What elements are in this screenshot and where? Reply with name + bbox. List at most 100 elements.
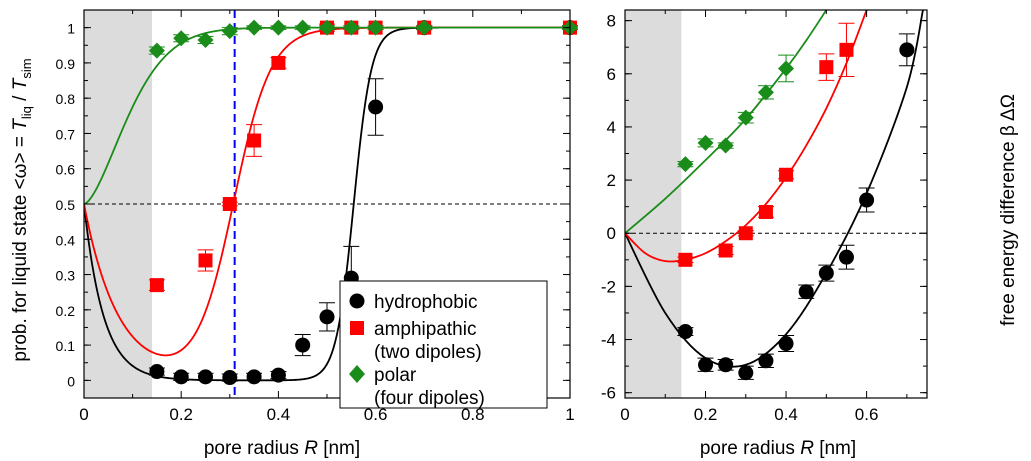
y-tick-label: -2 bbox=[601, 277, 616, 296]
y-tick-label: 0.8 bbox=[56, 91, 76, 107]
data-point-hydrophobic bbox=[270, 367, 286, 383]
y-tick-label: 6 bbox=[607, 65, 616, 84]
data-point-hydrophobic bbox=[758, 353, 774, 369]
y-tick-label: 0 bbox=[67, 373, 75, 389]
data-point-amphipathic bbox=[198, 253, 213, 268]
data-point-amphipathic bbox=[222, 197, 237, 211]
data-point-polar bbox=[778, 60, 795, 77]
data-point-polar bbox=[148, 42, 165, 59]
x-tick-label: 0.4 bbox=[774, 405, 798, 424]
x-tick-label: 0.4 bbox=[267, 405, 291, 424]
data-point-hydrophobic bbox=[838, 249, 854, 265]
left-x-axis-label: pore radius R [nm] bbox=[204, 438, 360, 459]
data-point-polar bbox=[270, 19, 287, 36]
axis-ticks: 0 0.2 0.4 0.6 0.8 1 0 0.1 0.2 0.3 0.4 0.5 0.6 0.7 0.8 0… bbox=[56, 10, 575, 424]
legend-label-polar-line2: (four dipoles) bbox=[374, 388, 485, 409]
data-point-hydrophobic bbox=[173, 369, 189, 385]
data-point-polar bbox=[173, 30, 190, 47]
x-tick-label: 0 bbox=[620, 405, 629, 424]
legend-box bbox=[339, 280, 548, 409]
data-point-polar bbox=[677, 156, 694, 173]
x-tick-label: 0.2 bbox=[694, 405, 718, 424]
data-point-amphipathic bbox=[149, 278, 164, 293]
data-point-hydrophobic bbox=[295, 337, 311, 353]
data-point-hydrophobic bbox=[818, 265, 834, 281]
y-tick-label: -6 bbox=[601, 384, 616, 403]
x-tick-label: 0.8 bbox=[461, 405, 485, 424]
right-y-axis-label: free energy difference β ΔΩ bbox=[998, 94, 1019, 326]
y-tick-label: 4 bbox=[607, 118, 616, 137]
y-tick-label: 1 bbox=[67, 21, 75, 37]
data-point-polar bbox=[717, 137, 734, 154]
series-amphipathic bbox=[148, 20, 578, 293]
data-point-polar bbox=[757, 84, 774, 101]
data-point-polar bbox=[367, 19, 384, 36]
data-point-polar bbox=[197, 31, 214, 48]
y-tick-label: 0.9 bbox=[56, 56, 76, 72]
data-point-polar bbox=[343, 19, 360, 36]
right-x-axis-label: pore radius R [nm] bbox=[700, 438, 856, 459]
data-point-amphipathic bbox=[678, 252, 693, 267]
series-hydrophobic bbox=[677, 33, 915, 381]
series-polar bbox=[148, 19, 578, 59]
data-point-hydrophobic bbox=[899, 42, 915, 58]
data-point-hydrophobic bbox=[738, 365, 754, 381]
data-point-polar bbox=[737, 109, 754, 126]
x-tick-label: 0.2 bbox=[169, 405, 193, 424]
y-tick-label: 0.5 bbox=[56, 197, 76, 213]
data-point-polar bbox=[697, 134, 714, 151]
excluded-region bbox=[625, 10, 682, 398]
data-point-hydrophobic bbox=[319, 309, 335, 325]
data-point-hydrophobic bbox=[859, 192, 875, 208]
fit-curve-hydrophobic bbox=[625, 10, 924, 368]
x-tick-label: 0.6 bbox=[855, 405, 879, 424]
x-tick-label: 0 bbox=[79, 405, 88, 424]
y-tick-label: -4 bbox=[601, 331, 616, 350]
plot-frame bbox=[624, 9, 928, 399]
legend-label-amphipathic-line2: (two dipoles) bbox=[374, 342, 482, 363]
data-point-hydrophobic bbox=[798, 284, 814, 300]
data-point-hydrophobic bbox=[778, 336, 794, 352]
data-point-hydrophobic bbox=[246, 369, 262, 385]
y-tick-label: 0.4 bbox=[56, 232, 76, 248]
data-point-amphipathic bbox=[819, 60, 834, 75]
y-tick-label: 2 bbox=[607, 171, 616, 190]
data-point-polar bbox=[294, 19, 311, 36]
data-point-amphipathic bbox=[839, 42, 854, 57]
legend-marker-amphipathic bbox=[350, 321, 364, 335]
data-point-polar bbox=[319, 19, 335, 36]
data-point-hydrophobic bbox=[718, 357, 734, 373]
data-point-hydrophobic bbox=[677, 324, 693, 340]
series-polar bbox=[677, 54, 795, 173]
data-point-amphipathic bbox=[779, 167, 794, 182]
y-tick-label: 0.6 bbox=[56, 162, 76, 178]
data-point-hydrophobic bbox=[368, 99, 384, 115]
legend-label-amphipathic: amphipathic bbox=[374, 319, 476, 340]
x-tick-label: 1 bbox=[565, 405, 574, 424]
legend-label-polar: polar bbox=[374, 365, 417, 386]
right-chart: 0 0.2 0.4 0.6 -6 -4 -2 0 2 4 6 8 bbox=[601, 9, 928, 424]
legend-label-hydrophobic: hydrophobic bbox=[374, 292, 478, 313]
left-y-axis-label: prob. for liquid state <ω> = Tliq / Tsim bbox=[10, 58, 34, 361]
axis-ticks: 0 0.2 0.4 0.6 -6 -4 -2 0 2 4 6 8 bbox=[601, 10, 927, 424]
y-tick-label: 0.2 bbox=[56, 303, 76, 319]
fit-curve-amphipathic bbox=[625, 10, 868, 263]
data-point-hydrophobic bbox=[149, 364, 165, 380]
data-point-amphipathic bbox=[247, 133, 262, 148]
data-point-polar bbox=[416, 19, 433, 36]
x-tick-label: 0.6 bbox=[364, 405, 388, 424]
data-point-hydrophobic bbox=[698, 357, 714, 373]
legend-marker-polar bbox=[349, 365, 365, 383]
data-point-amphipathic bbox=[271, 55, 286, 70]
data-point-polar bbox=[221, 23, 238, 40]
data-point-amphipathic bbox=[718, 243, 733, 258]
y-tick-label: 8 bbox=[607, 12, 616, 31]
y-tick-label: 0.1 bbox=[56, 338, 76, 354]
data-point-amphipathic bbox=[758, 204, 773, 219]
y-tick-label: 0.3 bbox=[56, 268, 76, 284]
data-point-polar bbox=[246, 19, 263, 36]
left-chart: 0 0.2 0.4 0.6 0.8 1 0 0.1 0.2 0.3 0.4 0.5 0.6 0.7 0.8 0… bbox=[56, 9, 578, 424]
legend-marker-hydrophobic bbox=[349, 293, 365, 309]
legend: hydrophobic amphipathic (two dipoles) po… bbox=[339, 280, 548, 409]
